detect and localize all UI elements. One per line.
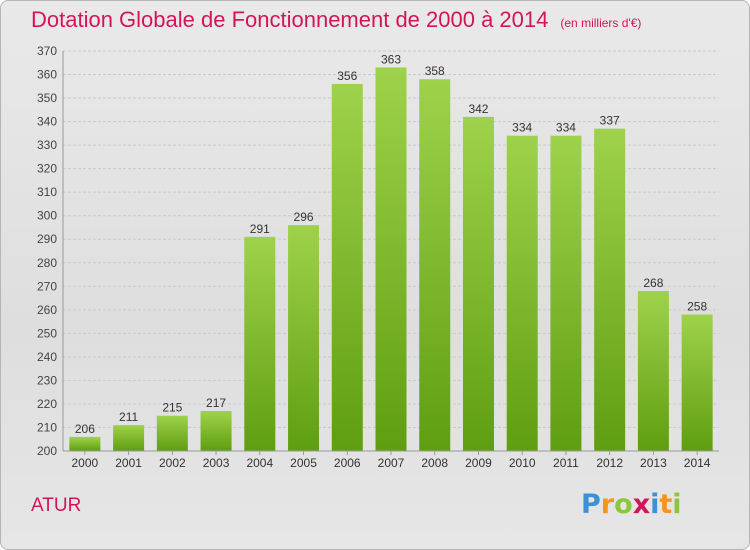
- y-tick-label: 210: [37, 420, 57, 434]
- chart-title: Dotation Globale de Fonctionnement de 20…: [31, 7, 641, 33]
- value-label: 217: [206, 396, 226, 410]
- x-tick-label: 2006: [334, 456, 361, 470]
- bar-2004: [244, 236, 276, 451]
- y-tick-label: 290: [37, 232, 57, 246]
- bar-2014: [681, 314, 713, 451]
- bar-2010: [506, 135, 538, 452]
- x-tick-label: 2009: [465, 456, 492, 470]
- chart-subtitle: (en milliers d'€): [560, 16, 642, 30]
- value-label: 258: [687, 300, 707, 314]
- x-tick-label: 2003: [203, 456, 230, 470]
- value-label: 337: [600, 114, 620, 128]
- value-label: 356: [337, 69, 357, 83]
- logo-letter: o: [614, 489, 633, 520]
- logo-letter: t: [659, 489, 673, 520]
- value-label: 334: [512, 121, 532, 135]
- y-tick-label: 350: [37, 91, 57, 105]
- y-tick-label: 250: [37, 326, 57, 340]
- x-tick-label: 2013: [640, 456, 667, 470]
- y-tick-label: 200: [37, 444, 57, 458]
- x-tick-label: 2005: [290, 456, 317, 470]
- x-tick-label: 2010: [509, 456, 536, 470]
- logo-letter: i: [672, 489, 682, 520]
- value-label: 358: [425, 64, 445, 78]
- x-tick-label: 2002: [159, 456, 186, 470]
- place-label: ATUR: [31, 495, 82, 516]
- x-tick-label: 2012: [596, 456, 623, 470]
- bar-2008: [419, 79, 451, 451]
- x-tick-label: 2011: [553, 456, 579, 470]
- value-label: 296: [294, 210, 314, 224]
- proxiti-logo: Proxiti: [581, 489, 682, 520]
- logo-letter: r: [600, 489, 615, 520]
- value-label: 268: [643, 276, 663, 290]
- bar-2013: [637, 291, 669, 451]
- value-label: 363: [381, 52, 401, 66]
- y-tick-label: 370: [37, 44, 57, 58]
- bar-2012: [594, 128, 626, 451]
- y-tick-label: 270: [37, 279, 57, 293]
- bars: 206 211 215 217 291 296 356 363 358 342 334 334 337 2…: [69, 52, 713, 452]
- logo-letter: i: [650, 489, 660, 520]
- y-tick-label: 320: [37, 162, 57, 176]
- y-tick-label: 330: [37, 138, 57, 152]
- bar-2007: [375, 67, 407, 452]
- bar-2011: [550, 135, 582, 452]
- value-label: 342: [468, 102, 488, 116]
- bar-2000: [69, 436, 101, 451]
- bar-2002: [156, 415, 188, 451]
- logo-letter: P: [581, 489, 601, 520]
- y-tick-label: 240: [37, 350, 57, 364]
- axes: 200 210 220 230 240 250 260 270 280 290 300 310 320 3…: [37, 44, 719, 470]
- y-tick-label: 280: [37, 256, 57, 270]
- x-tick-label: 2008: [421, 456, 448, 470]
- value-label: 334: [556, 121, 576, 135]
- logo-letter: x: [632, 489, 651, 520]
- value-label: 206: [75, 422, 95, 436]
- y-tick-label: 310: [37, 185, 57, 199]
- x-tick-label: 2004: [246, 456, 273, 470]
- y-tick-label: 300: [37, 209, 57, 223]
- x-tick-label: 2000: [72, 456, 99, 470]
- bar-2009: [462, 116, 494, 451]
- y-tick-label: 360: [37, 68, 57, 82]
- value-label: 291: [250, 222, 270, 236]
- y-tick-label: 260: [37, 303, 57, 317]
- value-label: 211: [119, 410, 138, 424]
- x-tick-label: 2001: [115, 456, 142, 470]
- x-tick-label: 2007: [378, 456, 405, 470]
- y-tick-label: 340: [37, 115, 57, 129]
- bar-2005: [288, 225, 320, 451]
- bar-2003: [200, 411, 232, 451]
- y-tick-label: 220: [37, 397, 57, 411]
- chart-title-text: Dotation Globale de Fonctionnement de 20…: [31, 7, 549, 32]
- x-tick-label: 2014: [684, 456, 711, 470]
- value-label: 215: [162, 401, 182, 415]
- bar-2006: [331, 83, 363, 452]
- y-tick-label: 230: [37, 373, 57, 387]
- bar-2001: [113, 425, 145, 451]
